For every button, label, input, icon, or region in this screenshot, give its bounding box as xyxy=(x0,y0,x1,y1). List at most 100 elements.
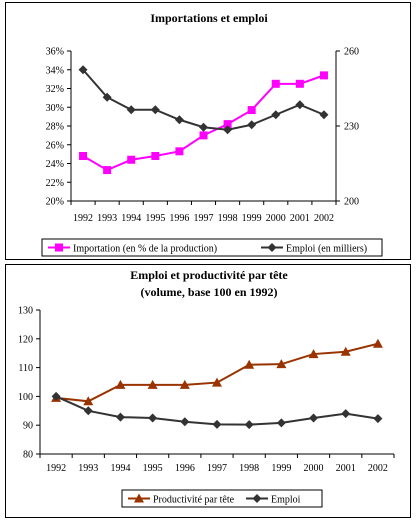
x-tick-label: 1998 xyxy=(239,463,259,474)
data-point-series-0 xyxy=(83,396,94,406)
data-point-series-1 xyxy=(247,120,257,130)
x-tick-label: 1993 xyxy=(78,463,98,474)
data-point-series-1 xyxy=(174,115,184,125)
data-point-series-1 xyxy=(309,413,319,423)
y-left-tick-label: 26% xyxy=(46,140,64,151)
y-left-tick-label: 20% xyxy=(46,197,64,208)
data-point-series-1 xyxy=(319,110,329,120)
x-tick-label: 1992 xyxy=(73,213,93,224)
y-left-tick-label: 28% xyxy=(46,122,64,133)
x-tick-label: 1996 xyxy=(169,213,189,224)
data-point-series-1 xyxy=(148,413,158,423)
series-line-0 xyxy=(55,342,379,403)
chart-title: Importations et emploi xyxy=(150,11,268,25)
legend-label: Importation (en % de la production) xyxy=(73,244,217,255)
data-point-series-1 xyxy=(199,122,208,132)
data-point-series-1 xyxy=(78,65,88,75)
x-tick-label: 1997 xyxy=(207,463,227,474)
x-tick-label: 1995 xyxy=(145,213,165,224)
x-tick-label: 1997 xyxy=(194,213,214,224)
data-point-series-1 xyxy=(276,418,286,428)
data-point-series-0 xyxy=(151,152,160,160)
data-point-series-0 xyxy=(319,71,328,80)
data-point-series-1 xyxy=(115,412,125,422)
x-tick-label: 2001 xyxy=(290,213,310,224)
x-tick-label: 1996 xyxy=(175,463,195,474)
data-point-series-1 xyxy=(83,406,93,416)
data-point-series-1 xyxy=(373,414,383,424)
y-tick-label: 130 xyxy=(18,306,33,317)
legend-box xyxy=(41,238,383,257)
x-tick-label: 1999 xyxy=(271,463,291,474)
data-point-series-0 xyxy=(223,120,232,129)
data-point-series-1 xyxy=(244,420,254,430)
legend-box xyxy=(121,489,323,508)
x-tick-label: 2001 xyxy=(336,463,356,474)
x-tick-label: 2002 xyxy=(368,463,388,474)
y-left-tick-label: 24% xyxy=(46,159,64,170)
legend-label: Emploi (en milliers) xyxy=(286,244,367,255)
chart-importations-svg: Importations et emploi 20% 22% 24% 26% 28% 30… xyxy=(41,11,383,257)
data-point-series-0 xyxy=(175,147,184,156)
y-left-tick-label: 30% xyxy=(46,103,64,114)
y-left-tick-label: 22% xyxy=(46,178,64,189)
data-point-series-0 xyxy=(295,79,304,88)
x-tick-label: 1994 xyxy=(110,463,130,474)
chart-productivite-svg: Emploi et productivité par tête (volume,… xyxy=(18,268,395,508)
chart-panel-productivite: Emploi et productivité par tête (volume,… xyxy=(5,264,411,518)
chart-subtitle: (volume, base 100 en 1992) xyxy=(141,285,278,299)
data-point-series-0 xyxy=(103,166,112,175)
y-right-tick-label: 230 xyxy=(344,122,359,133)
data-point-series-1 xyxy=(102,92,112,102)
y-left-tick-label: 34% xyxy=(46,65,64,76)
data-point-series-0 xyxy=(308,349,319,359)
data-point-series-1 xyxy=(212,419,222,429)
data-point-series-0 xyxy=(372,338,383,348)
x-tick-label: 1995 xyxy=(143,463,163,474)
data-point-series-1 xyxy=(51,391,61,401)
x-tick-label: 2000 xyxy=(266,213,286,224)
x-tick-label: 1998 xyxy=(218,213,238,224)
data-point-series-0 xyxy=(244,359,255,369)
data-point-series-1 xyxy=(271,110,281,120)
data-point-series-1 xyxy=(126,105,136,115)
x-tick-label: 1992 xyxy=(46,463,66,474)
data-point-series-0 xyxy=(127,155,136,164)
legend-swatch-marker xyxy=(55,243,63,252)
y-right-tick-label: 200 xyxy=(344,197,359,208)
y-tick-label: 110 xyxy=(18,363,33,374)
y-left-tick-label: 32% xyxy=(46,84,64,95)
chart-panel-importations: Importations et emploi 20% 22% 24% 26% 28% 30… xyxy=(5,2,411,260)
x-tick-label: 2002 xyxy=(314,213,334,224)
y-tick-label: 90 xyxy=(23,421,33,432)
data-point-series-1 xyxy=(150,105,160,115)
y-tick-label: 100 xyxy=(18,392,33,403)
data-point-series-0 xyxy=(199,131,208,140)
data-point-series-0 xyxy=(340,346,351,356)
legend-swatch-marker xyxy=(134,493,144,503)
data-point-series-0 xyxy=(247,106,256,115)
legend-label: Emploi xyxy=(271,495,301,506)
data-point-series-0 xyxy=(179,379,190,389)
data-point-series-1 xyxy=(223,125,233,135)
legend-label: Productivité par tête xyxy=(153,495,235,506)
x-tick-label: 1999 xyxy=(242,213,262,224)
y-tick-label: 120 xyxy=(18,334,33,345)
y-left-tick-label: 36% xyxy=(46,47,64,58)
data-point-series-0 xyxy=(271,79,280,88)
data-point-series-0 xyxy=(147,379,158,389)
y-right-tick-label: 260 xyxy=(344,47,359,58)
data-point-series-1 xyxy=(341,409,351,419)
series-line-1 xyxy=(82,69,325,131)
series-line-0 xyxy=(82,74,325,172)
data-point-series-0 xyxy=(276,359,287,369)
x-tick-label: 2000 xyxy=(304,463,324,474)
chart-title: Emploi et productivité par tête xyxy=(130,268,288,282)
x-tick-label: 1994 xyxy=(121,213,141,224)
x-tick-label: 1993 xyxy=(97,213,117,224)
data-point-series-1 xyxy=(180,417,190,427)
legend-swatch-marker xyxy=(252,494,262,503)
y-tick-label: 80 xyxy=(23,450,33,461)
legend-swatch-marker xyxy=(267,243,277,252)
data-point-series-1 xyxy=(295,100,305,110)
